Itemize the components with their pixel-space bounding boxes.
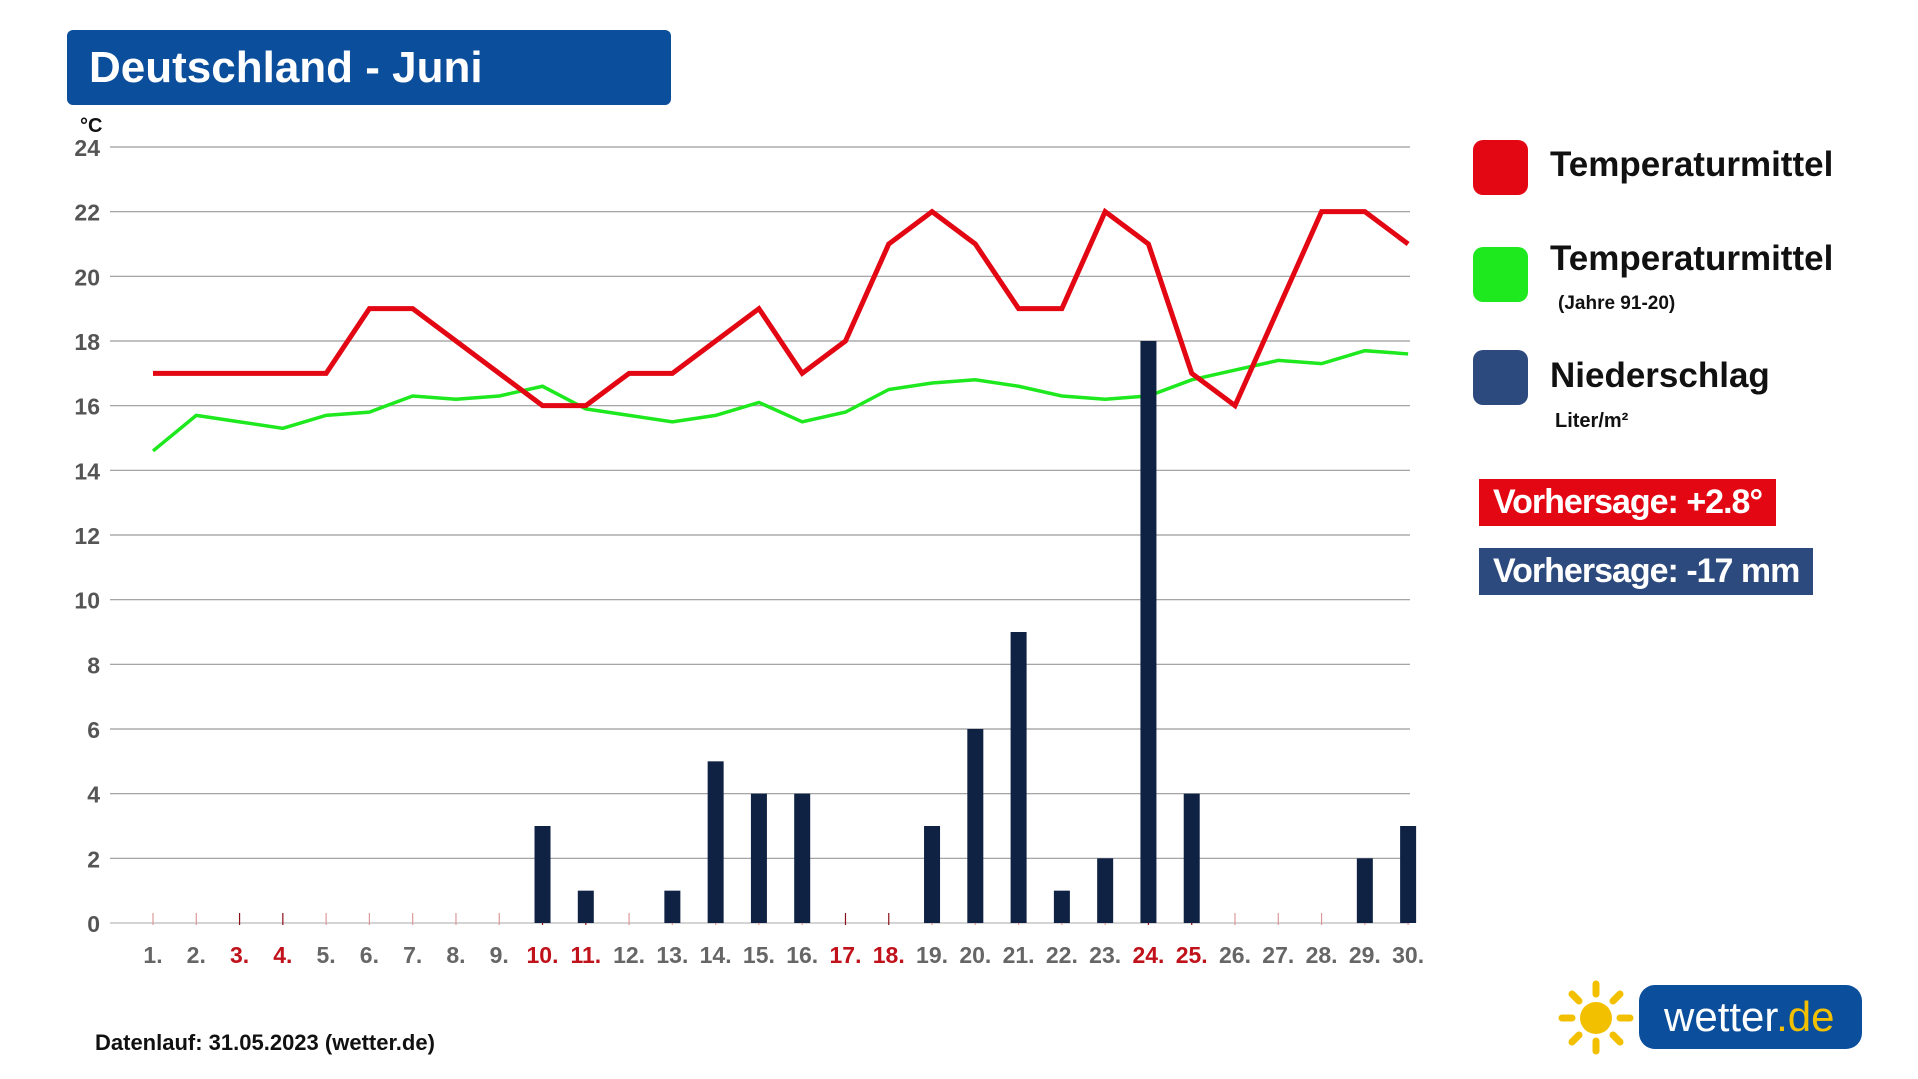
legend-sublabel-precipitation: Liter/m² [1555, 410, 1629, 432]
x-tick-label: 6. [360, 942, 379, 968]
y-tick-label: 18 [74, 329, 100, 355]
y-tick-label: 10 [74, 588, 100, 614]
x-tick-label: 13. [656, 942, 688, 968]
x-tick-label: 17. [829, 942, 861, 968]
y-axis-unit: °C [80, 115, 102, 137]
x-tick-label: 18. [873, 942, 905, 968]
precipitation-bar [1356, 858, 1373, 923]
logo-name: wetter [1664, 993, 1777, 1040]
x-tick-label: 20. [959, 942, 991, 968]
forecast-precipitation-badge: Vorhersage: -17 mm [1479, 548, 1814, 595]
x-tick-label: 3. [230, 942, 249, 968]
x-tick-label: 28. [1306, 942, 1338, 968]
x-tick-label: 4. [273, 942, 292, 968]
precipitation-bar [794, 793, 811, 923]
x-tick-label: 14. [700, 942, 732, 968]
x-tick-label: 22. [1046, 942, 1078, 968]
y-tick-label: 14 [74, 458, 100, 484]
y-tick-label: 2 [87, 846, 100, 872]
temperature-line [153, 207, 1410, 410]
x-tick-label: 24. [1132, 942, 1164, 968]
x-tick-label: 15. [743, 942, 775, 968]
y-tick-label: 22 [74, 200, 100, 226]
precipitation-bar [1010, 632, 1027, 923]
y-tick-label: 6 [87, 717, 100, 743]
legend-label-temperature-normal: Temperaturmittel [1550, 239, 1834, 278]
y-tick-label: 12 [74, 523, 100, 549]
y-tick-label: 8 [87, 652, 100, 678]
x-tick-label: 29. [1349, 942, 1381, 968]
x-tick-label: 12. [613, 942, 645, 968]
forecast-temperature-badge: Vorhersage: +2.8° [1479, 479, 1777, 526]
y-tick-label: 20 [74, 264, 100, 290]
legend-swatch-temperature-normal [1473, 247, 1528, 302]
precipitation-bar [1053, 890, 1070, 923]
precipitation-bar [1140, 341, 1157, 923]
x-tick-label: 9. [490, 942, 509, 968]
x-tick-label: 27. [1262, 942, 1294, 968]
precipitation-bar [577, 890, 594, 923]
x-tick-label: 16. [786, 942, 818, 968]
legend-swatch-temperature [1473, 140, 1528, 195]
precipitation-bar [1400, 826, 1417, 923]
page-title: Deutschland - Juni [89, 43, 483, 92]
precipitation-bar [534, 826, 551, 923]
title-banner: Deutschland - Juni [67, 30, 671, 105]
precipitation-bar [1183, 793, 1200, 923]
y-tick-label: 4 [87, 782, 100, 808]
legend-sublabel-temperature-normal: (Jahre 91-20) [1558, 293, 1676, 314]
precipitation-bar [664, 890, 681, 923]
x-tick-label: 21. [1003, 942, 1035, 968]
x-tick-label: 8. [446, 942, 465, 968]
x-tick-label: 10. [527, 942, 559, 968]
logo-text: wetter.de [1664, 985, 1834, 1049]
precipitation-bar [1097, 858, 1114, 923]
y-tick-label: 16 [74, 394, 100, 420]
x-tick-label: 2. [187, 942, 206, 968]
precipitation-bar [924, 826, 941, 923]
logo-tld: .de [1776, 993, 1835, 1040]
legend-label-precipitation: Niederschlag [1550, 356, 1770, 395]
precipitation-bar [967, 729, 984, 923]
logo-badge: wetter.de [1639, 985, 1862, 1049]
x-tick-label: 19. [916, 942, 948, 968]
data-run-footer: Datenlauf: 31.05.2023 (wetter.de) [95, 1030, 435, 1055]
x-tick-label: 30. [1392, 942, 1424, 968]
legend-label-temperature: Temperaturmittel [1550, 145, 1834, 184]
y-tick-label: 0 [87, 911, 100, 937]
x-tick-label: 7. [403, 942, 422, 968]
legend-swatch-precipitation [1473, 350, 1528, 405]
sun-icon [1558, 980, 1634, 1055]
temperature-normal-line [151, 348, 1409, 453]
precipitation-bar [750, 793, 767, 923]
y-tick-label: 24 [74, 135, 100, 161]
x-tick-label: 11. [570, 942, 601, 968]
x-tick-label: 23. [1089, 942, 1121, 968]
x-tick-label: 5. [317, 942, 336, 968]
x-tick-label: 26. [1219, 942, 1251, 968]
x-tick-label: 1. [143, 942, 162, 968]
wetter-logo: wetter.de [1557, 980, 1862, 1055]
precipitation-bar [707, 761, 724, 923]
x-tick-label: 25. [1176, 942, 1208, 968]
